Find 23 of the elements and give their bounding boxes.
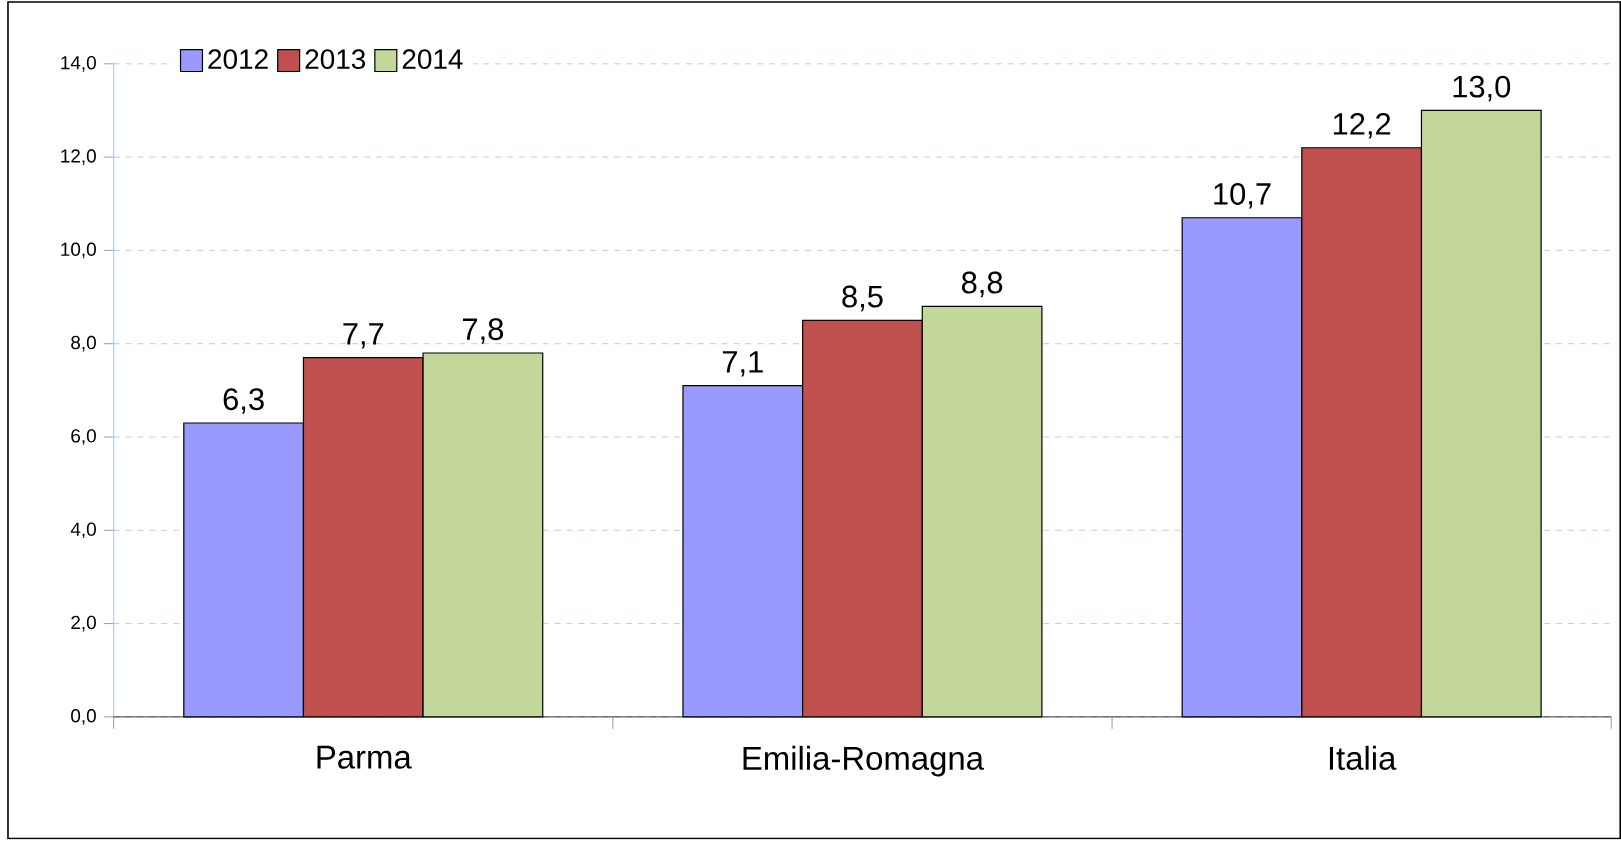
data-label: 6,3	[223, 388, 264, 415]
x-tick-label: Emilia-Romagna	[743, 746, 984, 777]
x-tick-label: Italia	[1329, 746, 1397, 771]
data-label: 10,7	[1214, 183, 1271, 209]
data-label: 13,0	[1453, 75, 1511, 102]
data-label: 12,2	[1333, 113, 1391, 139]
y-tick-label: 0,0	[71, 709, 96, 725]
y-tick-label: 8,0	[71, 336, 96, 352]
data-label: 8,5	[842, 285, 883, 312]
data-label: 8,8	[961, 271, 1003, 298]
y-tick-label: 6,0	[71, 429, 96, 446]
y-tick-label: 4,0	[70, 522, 96, 539]
y-tick-label: 2,0	[71, 615, 96, 632]
data-label: 7,1	[722, 351, 763, 377]
legend-label: 2012	[208, 49, 268, 70]
legend-label: 2014	[402, 49, 463, 70]
y-tick-label: 10,0	[61, 242, 96, 259]
legend-label: 2013	[305, 49, 366, 70]
y-tick-label: 12,0	[61, 149, 96, 166]
data-label: 7,8	[463, 318, 504, 345]
y-tick-label: 14,0	[61, 56, 96, 72]
x-tick-label: Parma	[317, 746, 412, 770]
data-label: 7,7	[343, 323, 384, 349]
